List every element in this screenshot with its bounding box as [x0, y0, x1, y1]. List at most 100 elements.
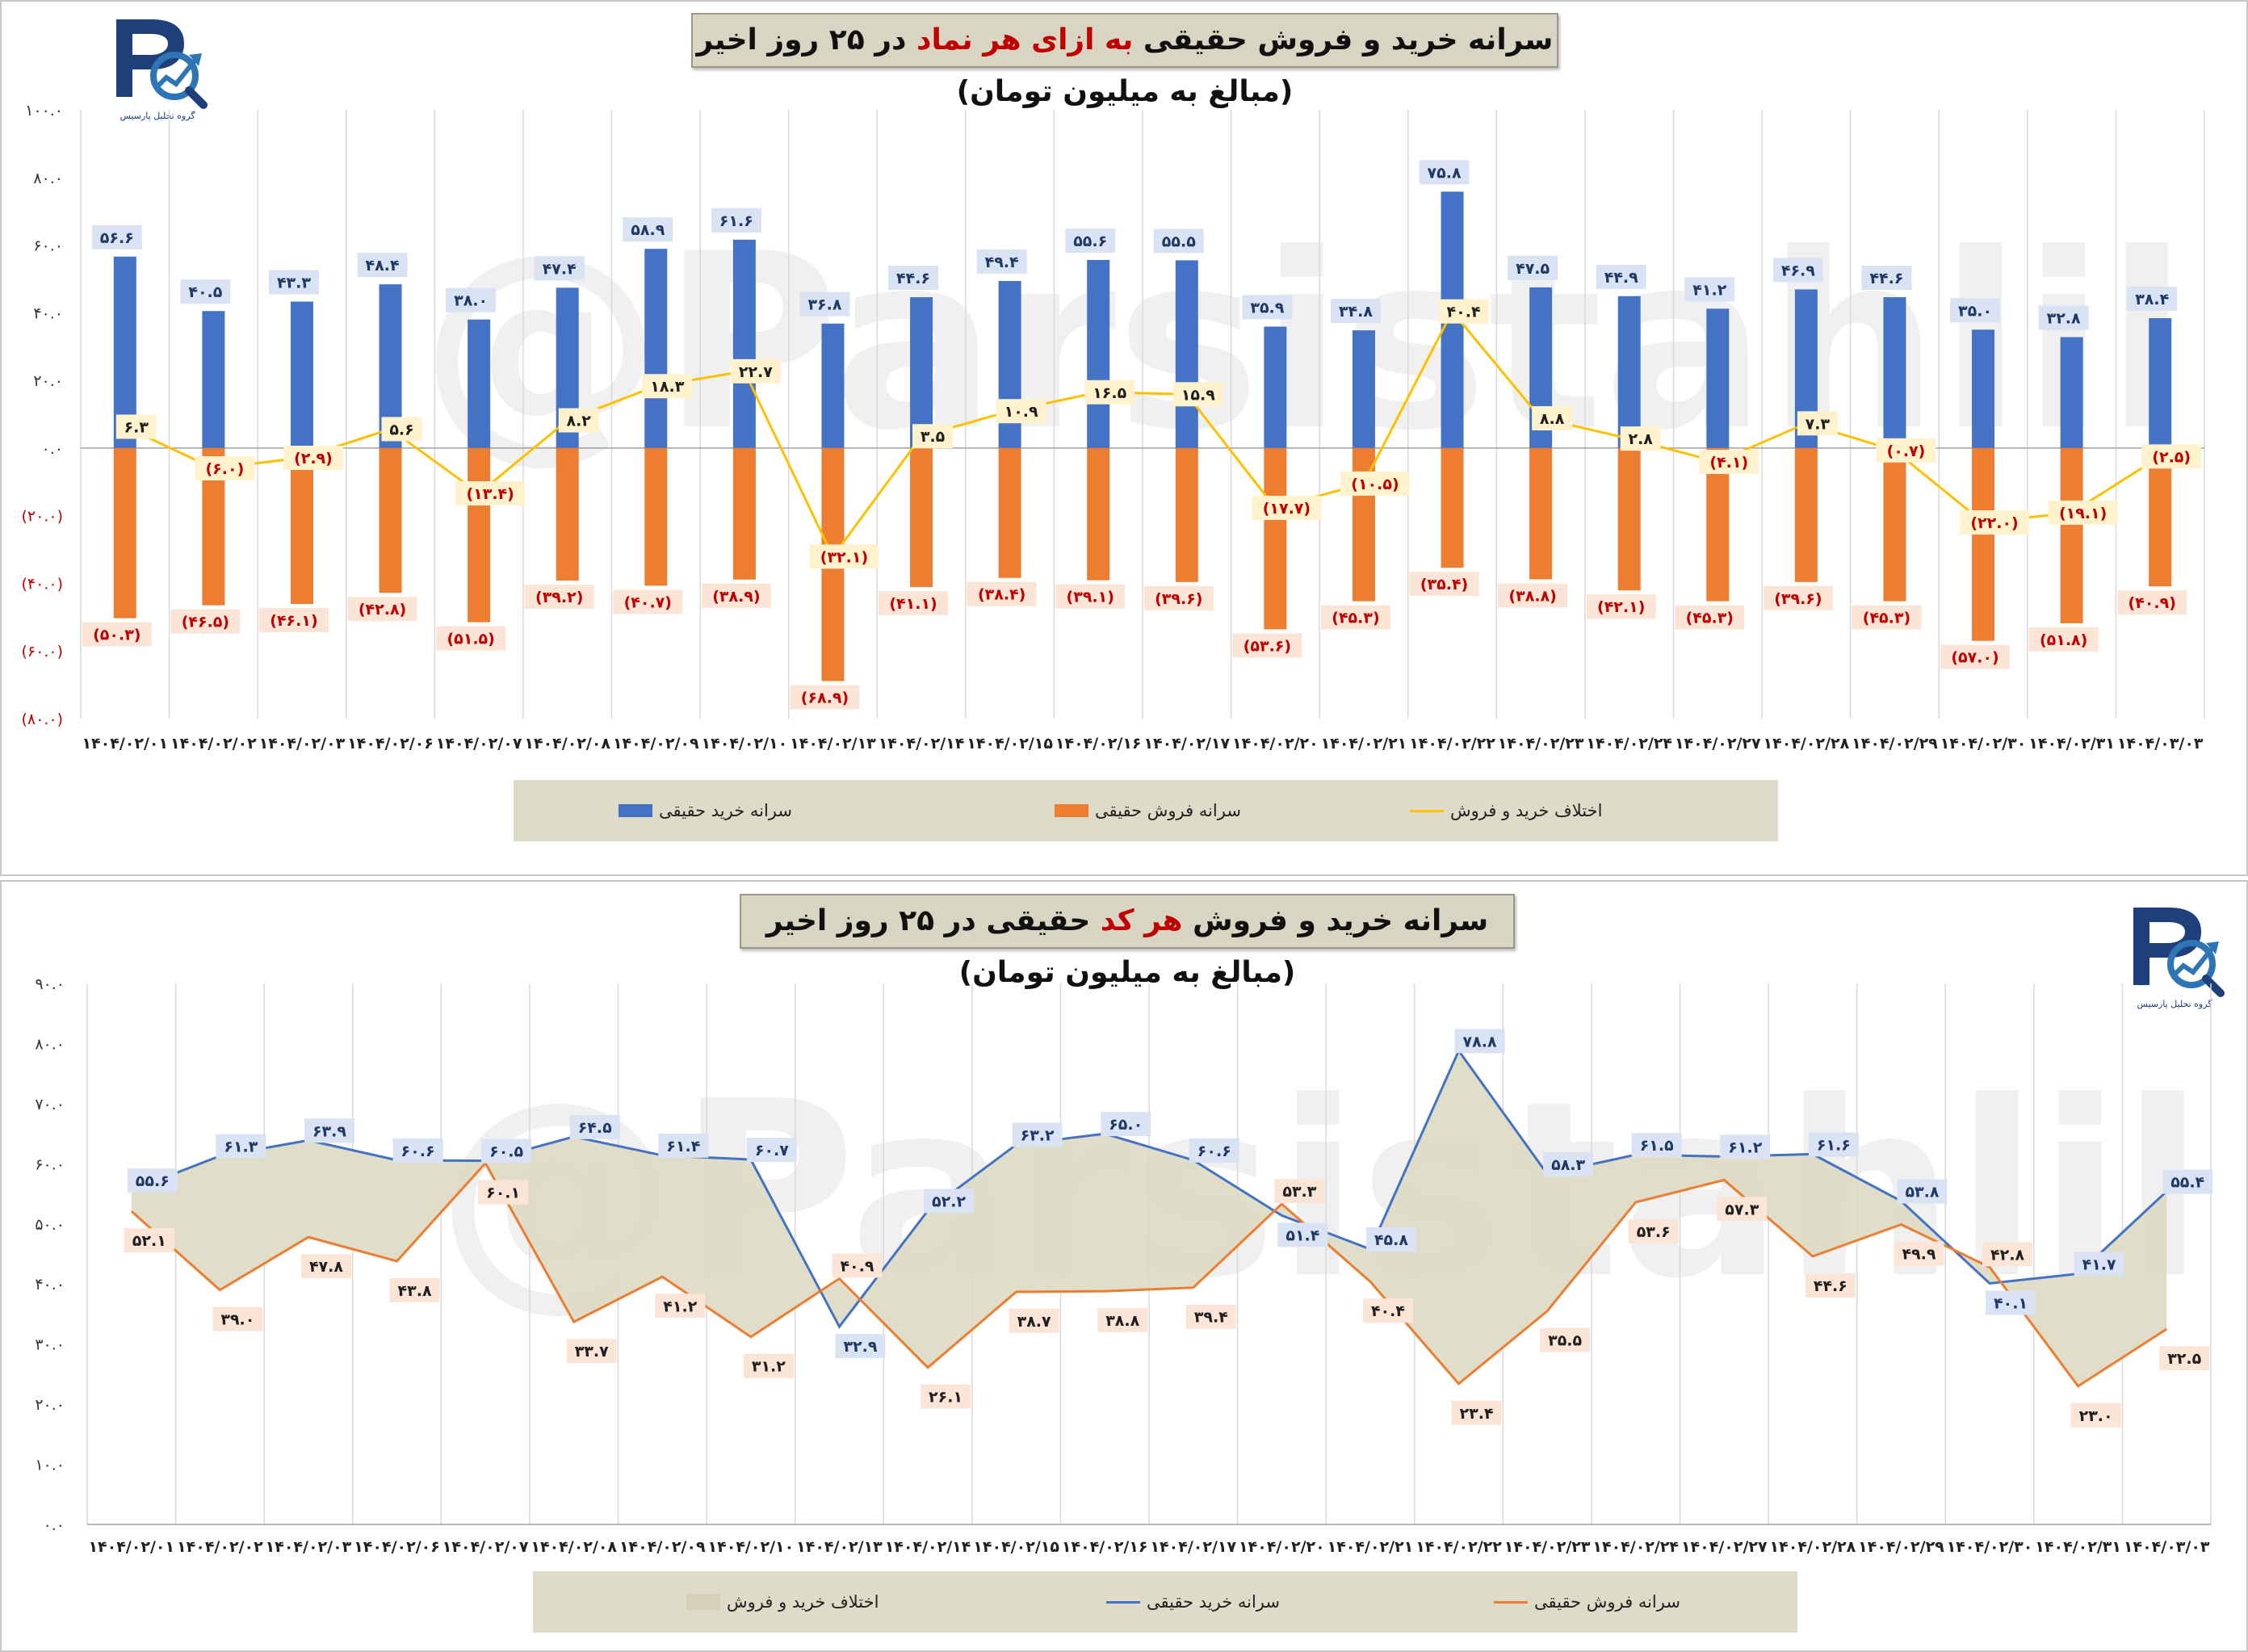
sell-data-label-bg [389, 1277, 440, 1302]
buy-data-label-bg [446, 287, 497, 312]
difference-data-label: (۳۲.۱) [820, 548, 868, 566]
buy-bar [644, 249, 668, 448]
sell-data-label: ۳۸.۸ [1105, 1312, 1139, 1330]
buy-data-label: ۵۵.۴ [2170, 1174, 2204, 1192]
sell-data-label-bg [1143, 585, 1214, 610]
sell-bar [644, 447, 668, 586]
legend-swatch-diff [1410, 810, 1444, 812]
sell-bar [1529, 447, 1553, 580]
buy-bar [1883, 297, 1906, 448]
sell-data-label: (۴۲.۸) [359, 601, 406, 618]
sell-data-label-bg [832, 1253, 883, 1278]
buy-data-label-bg [1508, 255, 1558, 280]
x-tick-label: ۱۴۰۴/۰۲/۲۹ [1858, 1538, 1944, 1556]
buy-data-label: ۶۰.۶ [1197, 1143, 1231, 1160]
sell-data-label: ۵۲.۱ [132, 1232, 166, 1250]
y-tick-label: ۰.۰ [44, 1516, 65, 1534]
difference-data-label-bg [2048, 500, 2118, 525]
x-tick-label: ۱۴۰۴/۰۲/۰۶ [347, 735, 434, 753]
sell-data-label-bg [1409, 572, 1479, 597]
difference-data-label-bg [1252, 496, 1322, 521]
logo-caption: گروه تحلیل پارسیس [120, 111, 195, 121]
buy-data-label-bg [216, 1134, 266, 1159]
sell-data-label: (۳۸.۹) [712, 588, 760, 606]
difference-data-label: ۸.۸ [1540, 410, 1565, 428]
legend-label: سرانه خرید حقیقی [1147, 1592, 1280, 1612]
legend-label: اختلاف خرید و فروش [1450, 801, 1603, 820]
buy-bar [468, 319, 491, 448]
x-tick-label: ۱۴۰۴/۰۲/۱۶ [1055, 735, 1142, 753]
x-tick-label: ۱۴۰۴/۰۲/۰۸ [524, 735, 610, 753]
sell-data-label: (۴۵.۳) [1686, 610, 1734, 627]
difference-data-label: (۴.۱) [1709, 454, 1748, 472]
difference-data-label: ۲۲.۷ [739, 363, 773, 381]
x-tick-label: ۱۴۰۴/۰۲/۱۷ [1143, 735, 1230, 753]
difference-data-label: ۱۶.۵ [1093, 384, 1126, 402]
buy-bar [2060, 337, 2083, 448]
sell-bar [1175, 447, 1198, 582]
buy-data-label: ۴۷.۵ [1516, 260, 1550, 278]
difference-data-label-bg [1532, 406, 1573, 431]
title-highlight: به ازای هر نماد [916, 23, 1134, 57]
title-part: در ۲۵ روز اخیر (مبالغ به میلیون تومان) [696, 23, 1294, 108]
sell-data-label-bg [524, 585, 594, 610]
sell-data-label-bg [1940, 644, 2011, 669]
difference-data-label: (۲.۹) [294, 450, 333, 468]
buy-data-label-bg [481, 1138, 532, 1164]
sell-data-label-bg [1055, 584, 1126, 609]
sell-data-label: ۳۳.۷ [575, 1343, 609, 1361]
sell-data-label: ۲۳.۴ [1460, 1405, 1494, 1423]
sell-data-label-bg [124, 1228, 174, 1253]
buy-data-label-bg [1861, 266, 1912, 291]
parsis-logo: گروه تحلیل پارسیس [105, 13, 210, 123]
sell-bar [468, 447, 491, 623]
buy-data-label-bg [1365, 1227, 1416, 1252]
sell-bar [113, 447, 136, 618]
legend-swatch-buy [1106, 1601, 1140, 1604]
x-tick-label: ۱۴۰۴/۰۲/۰۷ [436, 735, 522, 753]
y-tick-label: ۲۰.۰ [33, 372, 63, 390]
buy-data-label: ۳۵.۹ [1250, 300, 1284, 317]
buy-data-label: ۳۸.۴ [2135, 291, 2169, 308]
buy-data-label: ۵۲.۲ [932, 1193, 966, 1210]
buy-bar [732, 239, 756, 448]
sell-data-label-bg [258, 607, 329, 632]
buy-data-label-bg [658, 1133, 709, 1158]
sell-bar [2060, 447, 2083, 623]
sell-data-label-bg [655, 1294, 706, 1319]
sell-data-label: ۲۶.۱ [929, 1389, 963, 1407]
sell-data-label: (۳۹.۱) [1067, 589, 1114, 606]
sell-data-label: ۲۳.۰ [2079, 1407, 2113, 1425]
buy-bar [910, 297, 933, 448]
x-tick-label: ۱۴۰۴/۰۲/۱۵ [967, 735, 1053, 753]
chart-title: سرانه خرید و فروش هر کد حقیقی در ۲۵ روز … [740, 894, 1515, 989]
buy-data-label: ۳۲.۹ [843, 1338, 877, 1356]
buy-data-label-bg [357, 253, 408, 278]
buy-data-label-bg [1101, 1112, 1151, 1137]
legend-item-sell: سرانه فروش حقیقی [1055, 780, 1241, 841]
y-tick-label: ۸۰.۰ [33, 170, 63, 187]
sell-data-label: (۴۵.۳) [1863, 610, 1910, 627]
buy-data-label-bg [1012, 1122, 1063, 1147]
difference-data-label-bg [642, 374, 693, 399]
buy-data-label: ۶۱.۴ [666, 1138, 700, 1155]
buy-bar [290, 301, 313, 448]
sell-data-label: ۴۹.۹ [1902, 1246, 1936, 1264]
buy-data-label: ۵۵.۶ [136, 1172, 170, 1190]
x-tick-label: ۱۴۰۴/۰۲/۲۱ [1321, 735, 1407, 753]
buy-bar [1972, 329, 1995, 448]
y-tick-label: ۴۰.۰ [33, 304, 63, 322]
buy-bar [1264, 326, 1287, 448]
buy-data-label-bg [976, 249, 1027, 274]
x-tick-label: ۱۴۰۴/۰۲/۳۰ [1947, 1538, 2033, 1556]
chart-title: سرانه خرید و فروش حقیقی به ازای هر نماد … [691, 13, 1558, 108]
difference-data-label: ۱۸.۳ [650, 378, 684, 396]
sell-data-label: (۳۵.۴) [1420, 576, 1468, 593]
buy-data-label-bg [1808, 1132, 1859, 1157]
sell-data-label-bg [1763, 585, 1833, 610]
sell-data-label: (۴۰.۹) [2128, 594, 2176, 612]
legend: سرانه خرید حقیقی سرانه فروش حقیقی اختلاف… [514, 780, 1778, 841]
x-tick-label: ۱۴۰۴/۰۲/۱۳ [796, 1538, 883, 1556]
x-tick-label: ۱۴۰۴/۰۳/۰۳ [2117, 735, 2204, 753]
x-tick-label: ۱۴۰۴/۰۲/۲۰ [1239, 1538, 1325, 1556]
